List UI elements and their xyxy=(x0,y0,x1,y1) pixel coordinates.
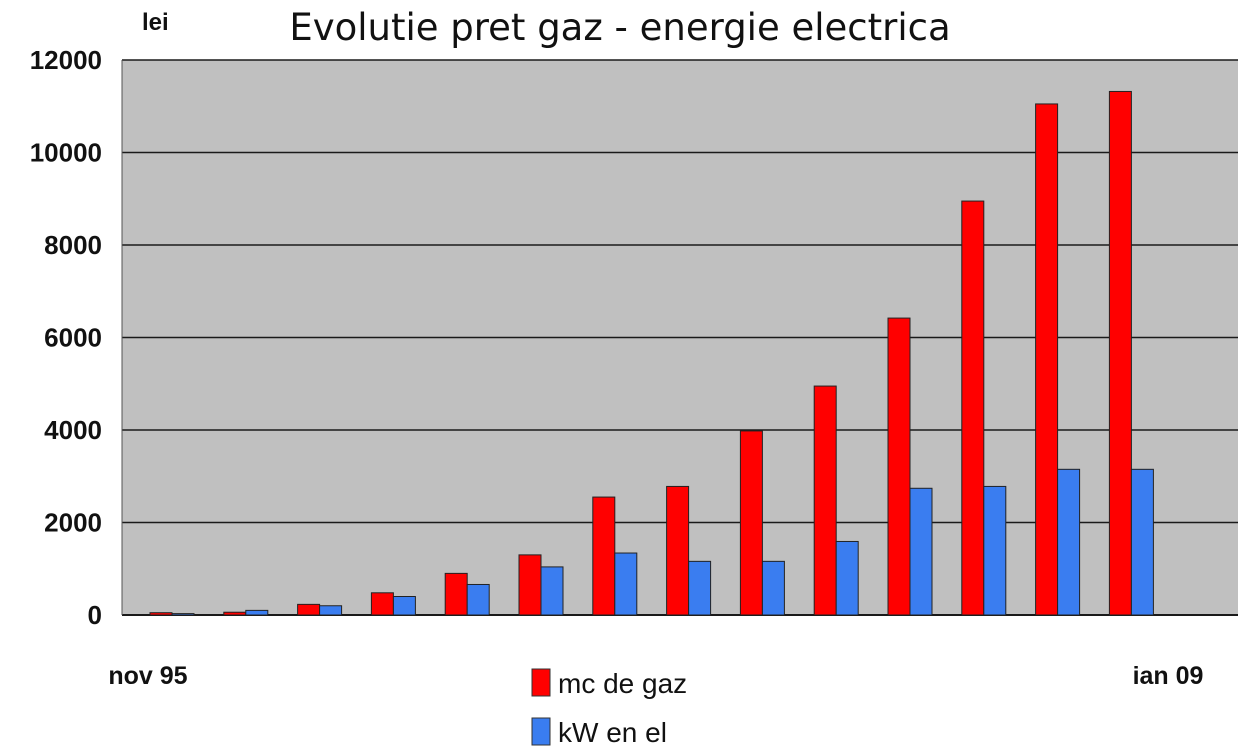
bar-energie xyxy=(392,596,416,616)
bar-energie xyxy=(983,485,1007,616)
bar-energie xyxy=(466,583,490,616)
legend-label-gaz: mc de gaz xyxy=(558,668,687,699)
y-tick-label: 10000 xyxy=(30,138,102,168)
bar-gaz xyxy=(223,611,247,616)
bar-gaz xyxy=(887,317,911,616)
bar-gaz xyxy=(592,496,616,616)
bar-energie xyxy=(835,540,859,616)
bar-energie xyxy=(1130,468,1154,616)
bar-gaz xyxy=(518,554,542,616)
bar-gaz xyxy=(813,385,837,616)
y-tick-label: 6000 xyxy=(44,323,102,353)
bar-energie xyxy=(614,552,638,616)
bar-energie xyxy=(540,566,564,616)
bar-gaz xyxy=(297,603,321,616)
bar-energie xyxy=(688,560,712,616)
bar-gaz xyxy=(1035,103,1059,616)
legend-swatch-energie xyxy=(531,717,551,746)
y-tick-label: 8000 xyxy=(44,230,102,260)
y-axis-ticks: 0 2000 4000 6000 8000 10000 12000 xyxy=(30,45,102,630)
bar-gaz xyxy=(370,592,394,616)
bar-gaz xyxy=(149,612,173,616)
legend-swatch-gaz xyxy=(531,668,551,697)
legend: mc de gaz kW en el xyxy=(531,668,687,748)
bar-energie xyxy=(245,609,269,616)
y-axis-unit-label: lei xyxy=(142,9,169,36)
bar-gaz xyxy=(444,572,468,616)
bar-gaz xyxy=(1108,90,1132,616)
bar-energie xyxy=(1057,468,1081,616)
x-axis-end-label: ian 09 xyxy=(1133,662,1204,690)
y-tick-label: 2000 xyxy=(44,508,102,538)
bar-energie xyxy=(171,613,195,616)
legend-label-energie: kW en el xyxy=(558,717,667,748)
bar-gaz xyxy=(961,200,985,616)
bar-energie xyxy=(319,605,343,616)
bar-gaz xyxy=(739,430,763,616)
y-tick-label: 0 xyxy=(88,600,102,630)
y-tick-label: 12000 xyxy=(30,45,102,75)
bar-energie xyxy=(909,487,933,616)
bar-gaz xyxy=(666,485,690,616)
x-axis-start-label: nov 95 xyxy=(108,662,187,690)
bar-energie xyxy=(761,560,785,616)
y-tick-label: 4000 xyxy=(44,415,102,445)
bars xyxy=(149,90,1154,616)
chart-title: Evolutie pret gaz - energie electrica xyxy=(289,6,950,49)
